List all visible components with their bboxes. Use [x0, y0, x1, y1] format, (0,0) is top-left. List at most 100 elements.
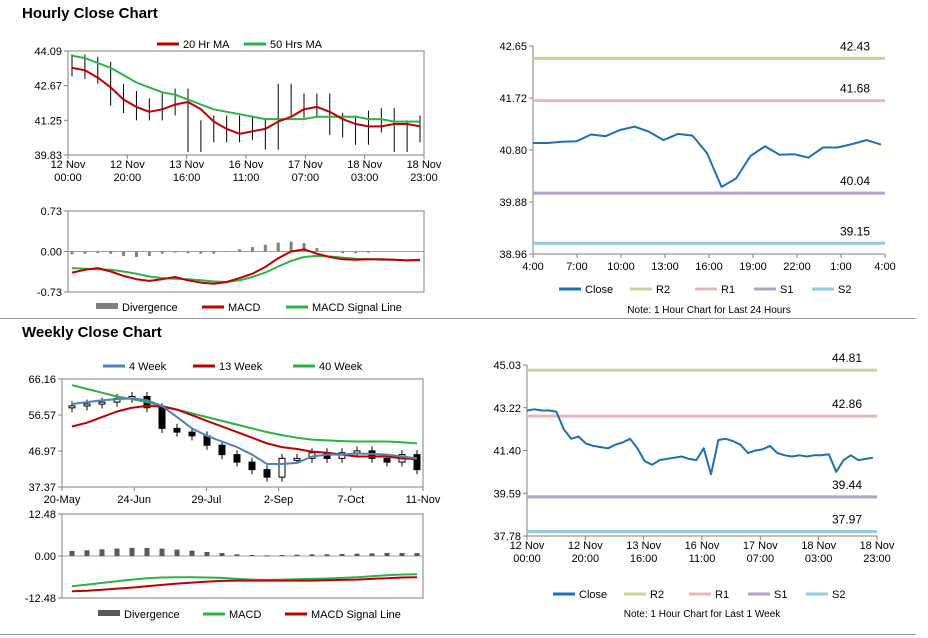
weekly-levels-note: Note: 1 Hour Chart for Last 1 Week: [624, 609, 782, 620]
weekly-price-y-tick-label: 37.37: [28, 482, 56, 494]
weekly-price-x-tick-label: 2-Sep: [264, 494, 293, 506]
weekly-price-ma4-line: [71, 397, 418, 465]
weekly-macd-divergence-bar: [174, 549, 180, 556]
weekly-price-y-tick-label: 56.57: [28, 410, 56, 422]
weekly-macd-divergence-bar: [414, 552, 420, 556]
weekly-price-x-tick-label: 11-Nov: [406, 494, 441, 506]
hourly-price-x-tick-label: 03:00: [351, 172, 379, 184]
weekly-macd-divergence-bar: [189, 550, 195, 556]
hourly-levels-x-tick-label: 10:00: [607, 261, 635, 273]
weekly-price-candle-body: [173, 427, 181, 433]
weekly-macd-divergence-bar: [264, 555, 270, 557]
hourly-price-x-tick-label: 16:00: [173, 172, 201, 184]
weekly-price-legend-4wk-label: 4 Week: [129, 361, 167, 373]
weekly-levels-y-tick-label: 41.40: [493, 446, 521, 458]
hourly-macd-legend-divergence-swatch: [96, 303, 118, 309]
weekly-macd-legend-divergence-swatch: [98, 610, 120, 616]
weekly-macd-divergence-bar: [324, 554, 330, 556]
weekly-macd-divergence-bar: [339, 553, 345, 556]
weekly-price-candle-body: [158, 407, 166, 429]
weekly-macd-divergence-bar: [144, 547, 150, 556]
section-divider: [0, 318, 916, 319]
weekly-levels-legend-s1-label: S1: [774, 589, 787, 601]
weekly-macd-divergence-bar: [399, 552, 405, 556]
hourly-levels-x-tick-label: 4:00: [874, 261, 895, 273]
weekly-levels-y-tick-label: 43.22: [493, 403, 521, 415]
weekly-levels-x-tick-label: 12 Nov: [568, 540, 603, 552]
weekly-price-candle-body: [233, 454, 241, 463]
weekly-levels-legend-s2-label: S2: [832, 589, 845, 601]
bottom-divider: [0, 634, 916, 635]
weekly-price-candle-body: [83, 403, 91, 407]
hourly-levels-y-tick-label: 39.88: [499, 197, 527, 209]
weekly-price-candle-body: [293, 457, 301, 461]
weekly-macd-divergence-bar: [114, 548, 120, 556]
hourly-levels-x-tick-label: 19:00: [739, 261, 767, 273]
weekly-macd-legend-signal-label: MACD Signal Line: [311, 609, 401, 621]
weekly-price-candle-body: [278, 457, 286, 478]
hourly-levels-legend-s1-label: S1: [780, 284, 793, 296]
hourly-price-y-tick-label: 41.25: [34, 115, 62, 127]
hourly-macd-y-tick-label: 0.73: [41, 206, 62, 218]
hourly-price-x-tick-label: 17 Nov: [288, 159, 323, 171]
weekly-levels-x-tick-label: 16 Nov: [685, 540, 720, 552]
hourly-levels-y-tick-label: 40.80: [499, 145, 527, 157]
weekly-levels-x-tick-label: 13 Nov: [626, 540, 661, 552]
weekly-levels-x-tick-label: 11:00: [689, 553, 716, 565]
weekly-levels-x-tick-label: 20:00: [572, 553, 600, 565]
weekly-macd-divergence-bar: [84, 550, 90, 556]
weekly-section-title: Weekly Close Chart: [22, 324, 162, 341]
weekly-macd-divergence-bar: [279, 554, 285, 556]
weekly-macd-signal-line: [71, 576, 418, 593]
hourly-macd-legend-signal-label: MACD Signal Line: [312, 302, 402, 314]
hourly-price-x-tick-label: 13 Nov: [169, 159, 204, 171]
hourly-levels-s1-label: 40.04: [840, 174, 870, 188]
weekly-macd-divergence-bar: [249, 554, 255, 556]
weekly-price-y-tick-label: 66.16: [28, 374, 56, 386]
weekly-macd-divergence-bar: [129, 547, 135, 556]
hourly-price-ma20-line: [71, 66, 421, 135]
weekly-levels-y-tick-label: 39.59: [493, 488, 521, 500]
hourly-levels-close-line: [533, 125, 882, 188]
hourly-levels-x-tick-label: 16:00: [695, 261, 723, 273]
hourly-levels-r1-label: 41.68: [840, 82, 870, 96]
hourly-macd-y-tick-label: 0.00: [41, 247, 62, 259]
weekly-levels-x-tick-label: 00:00: [513, 553, 541, 565]
hourly-levels-legend-r2-label: R2: [656, 284, 670, 296]
hourly-price-y-tick-label: 42.67: [34, 81, 62, 93]
hourly-price-y-tick-label: 39.83: [34, 150, 62, 162]
hourly-price-x-tick-label: 12 Nov: [110, 159, 145, 171]
weekly-price-x-tick-label: 7-Oct: [337, 494, 364, 506]
weekly-macd-divergence-bar: [309, 554, 315, 556]
weekly-price-plot-frame: [61, 378, 424, 488]
weekly-macd-divergence-bar: [99, 549, 105, 556]
weekly-levels-x-tick-label: 07:00: [747, 553, 775, 565]
hourly-price-y-tick-label: 44.09: [34, 46, 62, 58]
weekly-levels-x-tick-label: 18 Nov: [860, 540, 895, 552]
weekly-price-candle-body: [188, 431, 196, 437]
weekly-price-legend-13wk-label: 13 Week: [219, 361, 263, 373]
hourly-levels-legend-close-label: Close: [585, 284, 613, 296]
weekly-macd-legend-macd-label: MACD: [229, 609, 261, 621]
hourly-price-plot-frame: [67, 50, 425, 156]
weekly-levels-x-tick-label: 03:00: [805, 553, 833, 565]
hourly-price-x-tick-label: 12 Nov: [51, 159, 86, 171]
hourly-macd-legend-macd-label: MACD: [228, 302, 260, 314]
weekly-levels-x-tick-label: 16:00: [630, 553, 658, 565]
weekly-macd-divergence-bar: [234, 554, 240, 556]
weekly-macd-divergence-bar: [159, 548, 165, 556]
hourly-levels-x-tick-label: 1:00: [830, 261, 851, 273]
hourly-section-title: Hourly Close Chart: [22, 5, 158, 22]
hourly-levels-x-tick-label: 7:00: [566, 261, 587, 273]
weekly-levels-legend-close-label: Close: [579, 589, 607, 601]
weekly-levels-y-tick-label: 45.03: [493, 360, 521, 372]
weekly-macd-divergence-bar: [354, 553, 360, 556]
weekly-price-x-tick-label: 29-Jul: [191, 494, 221, 506]
weekly-macd-divergence-bar: [204, 551, 210, 556]
hourly-price-x-tick-label: 11:00: [233, 172, 260, 184]
weekly-price-candle-body: [263, 469, 271, 478]
weekly-macd-macd-line: [71, 573, 418, 588]
weekly-price-candle-body: [383, 457, 391, 463]
weekly-levels-x-tick-label: 23:00: [863, 553, 891, 565]
